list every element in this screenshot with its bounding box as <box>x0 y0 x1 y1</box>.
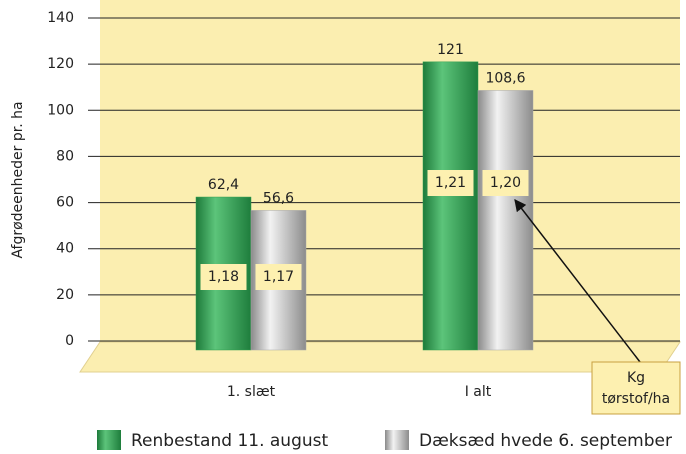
value-label: 121 <box>437 42 464 58</box>
bar <box>422 61 479 351</box>
legend-swatch <box>97 430 121 450</box>
inner-label: 1,18 <box>208 269 239 285</box>
annotation-text: Kg <box>627 370 645 386</box>
legend-swatch <box>385 430 409 450</box>
x-tick-label: I alt <box>465 384 492 400</box>
annotation-text: tørstof/ha <box>602 391 670 407</box>
y-tick-label: 80 <box>56 148 74 164</box>
y-tick-label: 40 <box>56 241 74 257</box>
inner-label-box <box>255 264 302 290</box>
y-tick-label: 140 <box>47 10 74 26</box>
annotation-box <box>591 361 681 415</box>
annotation: Kg tørstof/ha <box>514 199 681 415</box>
value-label: 62,4 <box>208 177 239 193</box>
plot-background <box>100 0 680 342</box>
legend-label: Renbestand 11. august <box>131 431 328 450</box>
y-tick-label: 120 <box>47 56 74 72</box>
arrow <box>514 199 641 363</box>
floor <box>79 341 681 373</box>
y-axis-label: Afgrødeenheder pr. ha <box>10 101 26 258</box>
inner-label: 1,17 <box>263 269 294 285</box>
legend-label: Dæksæd hvede 6. september <box>419 431 672 450</box>
inner-label: 1,20 <box>490 175 521 191</box>
y-tick-label: 0 <box>65 333 74 349</box>
value-label: 108,6 <box>485 70 525 86</box>
bar <box>477 90 534 351</box>
x-tick-label: 1. slæt <box>227 384 276 400</box>
inner-label: 1,21 <box>435 175 466 191</box>
y-tick-label: 100 <box>47 102 74 118</box>
inner-label-box <box>200 264 247 290</box>
value-label: 56,6 <box>263 190 294 206</box>
inner-label-box <box>482 170 529 196</box>
y-tick-label: 20 <box>56 287 74 303</box>
inner-label-box <box>427 170 474 196</box>
y-tick-label: 60 <box>56 195 74 211</box>
